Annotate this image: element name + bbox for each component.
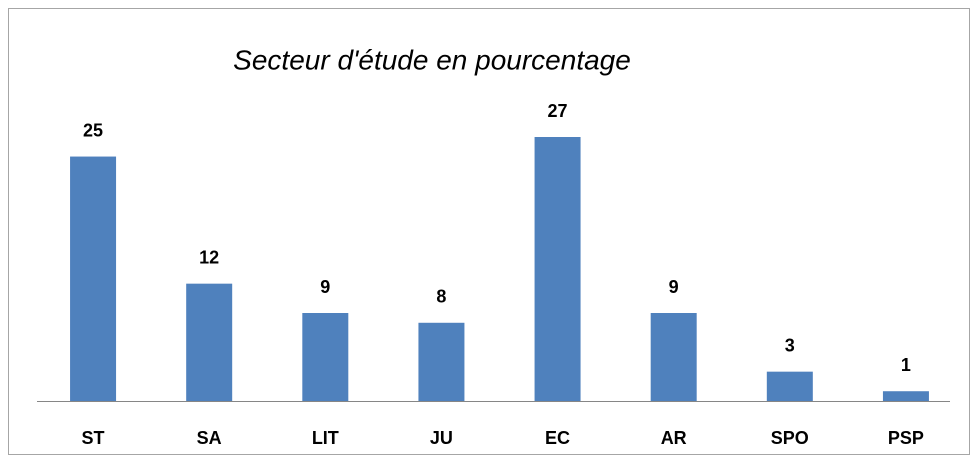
bar bbox=[302, 313, 349, 401]
data-label: 25 bbox=[83, 120, 103, 140]
data-label: 3 bbox=[785, 335, 795, 355]
bar bbox=[534, 137, 581, 401]
x-tick-label: PSP bbox=[888, 428, 924, 448]
x-tick-label: LIT bbox=[312, 428, 339, 448]
bar bbox=[70, 156, 117, 401]
chart-title: Secteur d'étude en pourcentage bbox=[233, 44, 631, 75]
data-label: 9 bbox=[669, 277, 679, 297]
data-label: 8 bbox=[436, 287, 446, 307]
x-tick-label: EC bbox=[545, 428, 570, 448]
bar bbox=[186, 283, 233, 401]
data-label: 12 bbox=[199, 247, 219, 267]
bar bbox=[766, 371, 813, 401]
x-tick-label: SPO bbox=[771, 428, 809, 448]
x-tick-label: JU bbox=[430, 428, 453, 448]
data-label: 1 bbox=[901, 355, 911, 375]
x-tick-label: SA bbox=[197, 428, 222, 448]
data-label: 27 bbox=[548, 101, 568, 121]
chart-frame bbox=[8, 8, 970, 455]
x-tick-label: AR bbox=[661, 428, 687, 448]
bar bbox=[882, 391, 929, 401]
x-tick-label: ST bbox=[82, 428, 105, 448]
bar bbox=[650, 313, 697, 401]
bar bbox=[418, 322, 465, 401]
data-label: 9 bbox=[320, 277, 330, 297]
